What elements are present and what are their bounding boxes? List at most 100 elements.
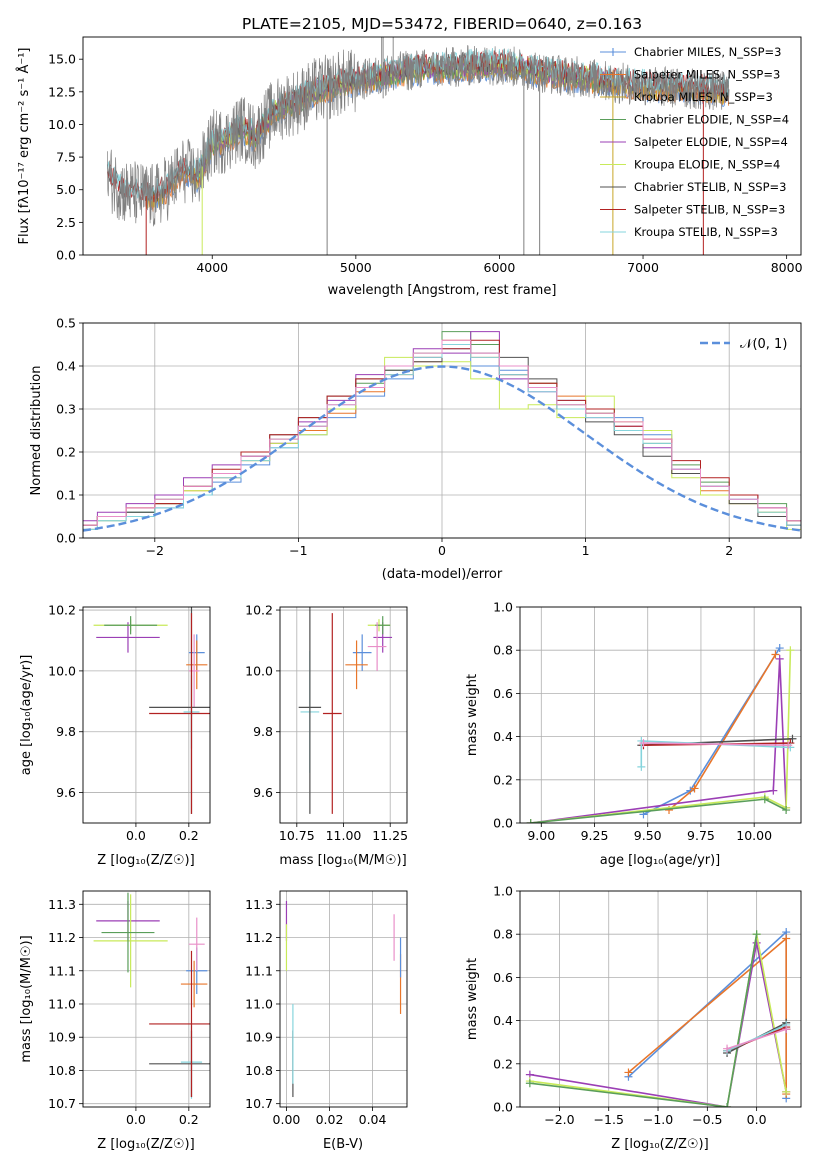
y-tick-label: 0.4 (493, 1013, 513, 1028)
weight-marker (526, 819, 535, 823)
weight-marker (525, 1079, 534, 1088)
legend-label: Salpeter STELIB, N_SSP=3 (634, 203, 785, 217)
x-axis-label: (data-model)/error (382, 567, 503, 582)
weight-marker (775, 654, 784, 663)
panel-mass_vs_age: 10.75 11.00 11.25 9.6 9.8 10.0 10.2 mass [log₁₀… (245, 603, 408, 868)
axes-frame (82, 36, 802, 256)
y-tick-label: 0.8 (493, 927, 513, 942)
axes-frame (82, 606, 211, 824)
y-axis-label: Normed distribution (29, 366, 44, 496)
histogram-step (83, 339, 801, 526)
y-axis-label: mass [log₁₀(M/M☉)] (19, 935, 34, 1062)
x-tick-label: −2 (146, 543, 164, 558)
plot-area (93, 892, 210, 1099)
plot-area (298, 607, 393, 814)
x-axis-label: Z [log₁₀(Z/Z☉)] (97, 853, 194, 868)
weight-marker (786, 646, 795, 655)
x-tick-label: 11.25 (372, 828, 408, 843)
x-axis-label: E(B-V) (323, 1137, 363, 1152)
weight-marker (782, 1087, 791, 1096)
x-tick-label: 7000 (627, 260, 659, 275)
legend-label: Kroupa MILES, N_SSP=3 (634, 90, 773, 104)
weight-marker (775, 644, 784, 653)
x-axis-label: Z [log₁₀(Z/Z☉)] (97, 1137, 194, 1152)
y-tick-label: 9.8 (56, 724, 76, 739)
panel-spectrum: 4000 5000 6000 7000 8000 0.0 2.5 5.0 7.5 10.0 12.5… (16, 36, 803, 298)
x-tick-label: −1.5 (594, 1112, 624, 1127)
y-tick-label: 1.0 (493, 884, 513, 899)
legend-label: 𝒩(0, 1) (740, 337, 787, 352)
legend-label: Salpeter ELODIE, N_SSP=4 (634, 135, 788, 149)
y-tick-label: 0.0 (493, 1100, 513, 1115)
x-tick-label: 9.25 (581, 828, 609, 843)
weight-line (529, 934, 758, 1107)
x-tick-label: 6000 (484, 260, 516, 275)
x-tick-label: 0.2 (179, 1112, 199, 1127)
weight-marker (752, 930, 761, 939)
y-tick-label: 5.0 (56, 182, 76, 197)
x-tick-label: 5000 (340, 260, 372, 275)
weight-marker (723, 1044, 732, 1053)
plot-area (83, 331, 801, 532)
y-tick-label: 11.3 (245, 897, 273, 912)
x-tick-label: 2 (725, 543, 733, 558)
legend-label: Salpeter MILES, N_SSP=3 (634, 68, 780, 82)
y-tick-label: 2.5 (56, 215, 76, 230)
x-tick-label: 0.02 (316, 1112, 344, 1127)
weight-marker (769, 786, 778, 795)
weight-line (726, 1028, 787, 1050)
legend: 𝒩(0, 1) (700, 337, 787, 352)
panel-residuals: −2 −1 0 1 2 0.0 0.1 0.2 0.3 0.4 0.5 (data-model)/er… (29, 316, 802, 582)
y-tick-label: 11.2 (245, 930, 273, 945)
axes-frame (279, 606, 408, 824)
weight-marker (782, 1025, 791, 1034)
y-tick-label: 10.0 (245, 663, 273, 678)
y-axis-label: Flux [fλ10⁻¹⁷ erg cm⁻² s⁻¹ Å⁻¹] (16, 48, 32, 245)
y-tick-label: 10.7 (245, 1096, 273, 1111)
legend-marker (609, 70, 617, 79)
legend-label: Kroupa STELIB, N_SSP=3 (634, 225, 778, 239)
y-tick-label: 10.8 (48, 1063, 76, 1078)
plot-area (106, 37, 730, 255)
plot-area (525, 928, 791, 1107)
x-tick-label: 10.75 (279, 828, 315, 843)
weight-marker (723, 1103, 732, 1107)
plot-area (285, 900, 402, 1098)
y-tick-label: 15.0 (48, 52, 76, 67)
legend-marker (609, 48, 617, 56)
x-tick-label: −1 (289, 543, 307, 558)
x-tick-label: 9.50 (634, 828, 662, 843)
legend: Chabrier MILES, N_SSP=3 Salpeter MILES, N… (600, 45, 789, 239)
legend-label: Chabrier MILES, N_SSP=3 (634, 45, 781, 59)
y-tick-label: 11.1 (245, 963, 273, 978)
x-tick-label: 9.00 (527, 828, 555, 843)
panel-ebv_vs_mass: 0.00 0.02 0.04 10.7 10.8 10.9 11.0 11.1 11.2 11.3… (245, 890, 408, 1152)
axes-frame (519, 890, 802, 1108)
y-tick-label: 0.2 (56, 445, 76, 460)
y-tick-label: 0.2 (493, 772, 513, 787)
x-tick-label: 0 (438, 543, 446, 558)
legend-label: Kroupa ELODIE, N_SSP=4 (634, 158, 780, 172)
y-tick-label: 0.4 (493, 729, 513, 744)
plot-area (526, 644, 797, 823)
y-tick-label: 0.1 (56, 488, 76, 503)
weight-line (643, 742, 789, 746)
axes-frame (279, 890, 408, 1108)
x-tick-label: 9.75 (687, 828, 715, 843)
x-tick-label: 0.00 (273, 1112, 301, 1127)
x-tick-label: 8000 (771, 260, 803, 275)
plot-area (93, 607, 210, 814)
y-tick-label: 11.3 (48, 897, 76, 912)
weight-marker (782, 934, 791, 943)
weight-marker (760, 795, 769, 804)
y-tick-label: 10.2 (245, 603, 273, 618)
y-tick-label: 10.0 (48, 663, 76, 678)
y-tick-label: 9.6 (253, 785, 273, 800)
y-tick-label: 0.3 (56, 402, 76, 417)
y-tick-label: 0.5 (56, 316, 76, 331)
legend-label: Chabrier STELIB, N_SSP=3 (634, 180, 786, 194)
y-tick-label: 10.9 (245, 1030, 273, 1045)
axes-frame (82, 322, 802, 539)
x-axis-label: age [log₁₀(age/yr)] (600, 853, 721, 868)
